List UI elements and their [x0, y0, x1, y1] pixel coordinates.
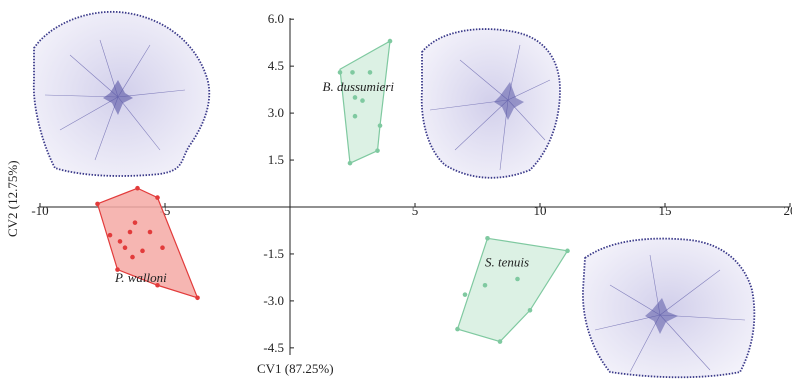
data-point — [155, 282, 160, 288]
x-tick-label: 15 — [659, 203, 672, 218]
y-tick-label: 4.5 — [268, 58, 284, 73]
point-layer — [95, 38, 570, 344]
data-point — [387, 38, 393, 44]
data-point — [565, 248, 570, 254]
data-point — [527, 307, 533, 313]
data-point — [337, 70, 343, 75]
data-point — [195, 295, 200, 301]
data-point — [147, 229, 153, 235]
data-point — [367, 70, 373, 75]
data-point — [497, 339, 503, 344]
data-point — [462, 292, 468, 297]
y-tick-label: 6.0 — [268, 11, 284, 26]
data-point — [140, 248, 145, 254]
data-point — [132, 220, 138, 225]
data-point — [95, 201, 100, 207]
data-point — [135, 185, 140, 191]
y-tick-label: -1.5 — [263, 246, 284, 261]
data-point — [352, 113, 358, 119]
data-point — [515, 276, 520, 282]
group-label: P. walloni — [114, 270, 167, 285]
y-tick-label: -4.5 — [263, 340, 284, 355]
data-point — [482, 282, 488, 288]
data-point — [130, 254, 135, 260]
data-point — [122, 245, 128, 250]
x-axis-title: CV1 (87.25%) — [257, 361, 334, 376]
data-point — [117, 239, 123, 244]
data-point — [360, 98, 365, 103]
data-point — [377, 123, 383, 128]
data-point — [375, 148, 380, 153]
x-tick-label: 5 — [412, 203, 419, 218]
hull-s-tenuis — [456, 237, 569, 343]
data-point — [455, 326, 460, 332]
outline-top-left — [32, 11, 211, 177]
x-tick-label: -5 — [160, 203, 171, 218]
data-point — [115, 267, 120, 272]
label-layer: B. dussumieri P. walloni S. tenuis — [114, 79, 529, 285]
y-axis-title: CV2 (12.75%) — [5, 160, 20, 237]
tick-layer: -10 -5 5 10 15 20 6.0 4.5 3.0 1.5 -1.5 -3.0 -4.5 — [31, 11, 792, 355]
data-point — [155, 195, 160, 200]
x-tick-label: 10 — [534, 203, 547, 218]
x-tick-label: 20 — [784, 203, 792, 218]
data-point — [350, 70, 355, 75]
group-label: S. tenuis — [485, 254, 529, 269]
data-point — [485, 236, 490, 241]
y-tick-label: 1.5 — [268, 152, 284, 167]
outline-top-right — [420, 28, 561, 179]
data-point — [347, 160, 353, 166]
group-label: B. dussumieri — [323, 79, 395, 94]
data-point — [160, 245, 165, 250]
y-tick-label: -3.0 — [263, 293, 284, 308]
hull-b-dussumieri — [339, 40, 391, 165]
y-tick-label: 3.0 — [268, 105, 284, 120]
data-point — [107, 232, 113, 238]
outline-bottom-right — [582, 237, 756, 379]
data-point — [127, 229, 133, 235]
data-point — [352, 95, 358, 100]
x-tick-label: -10 — [31, 203, 48, 218]
